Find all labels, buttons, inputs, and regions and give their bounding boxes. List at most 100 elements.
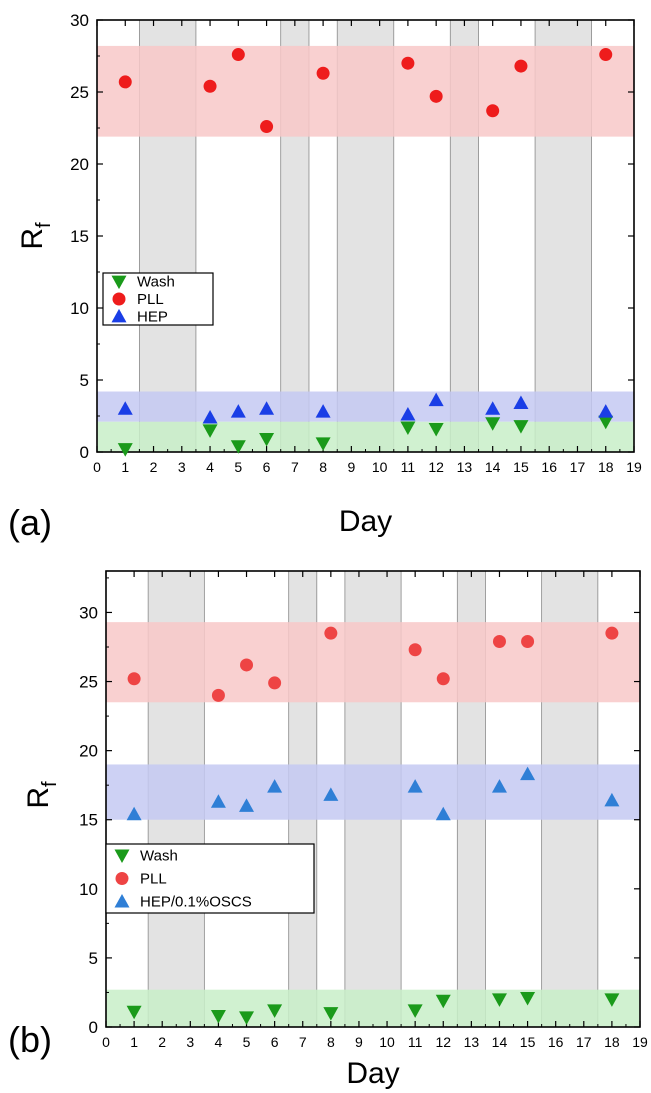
x-tick-label: 5 <box>234 459 242 475</box>
x-tick-label: 7 <box>291 459 299 475</box>
legend-marker <box>115 872 129 885</box>
data-point <box>604 993 620 1007</box>
x-axis-title: Day <box>346 1057 399 1090</box>
x-axis-title: Day <box>339 505 392 538</box>
data-point <box>513 420 529 434</box>
data-point <box>408 643 422 657</box>
x-tick-label: 4 <box>206 459 214 475</box>
data-point <box>117 443 133 457</box>
data-point <box>202 409 218 424</box>
data-point <box>323 1007 339 1021</box>
data-point <box>429 89 443 103</box>
data-point <box>127 672 141 686</box>
y-axis-title-main: R <box>22 787 55 809</box>
x-tick-label: 1 <box>121 459 129 475</box>
x-tick-label: 10 <box>372 459 388 475</box>
data-point <box>268 676 282 690</box>
y-axis-title: Rf <box>16 222 55 250</box>
data-point <box>514 59 528 73</box>
y-tick-label: 10 <box>79 880 98 899</box>
panel-a: 0 1 2 3 4 5 6 7 8 9 10 11 12 13 14 15 16 17 18 190510152025… <box>8 11 642 543</box>
data-point <box>400 407 416 421</box>
data-point <box>259 401 275 415</box>
y-axis-title: Rf <box>22 781 61 809</box>
legend-box <box>105 843 315 914</box>
panel-label: (a) <box>8 502 52 543</box>
legend-label: PLL <box>137 291 164 308</box>
x-tick-label: 13 <box>457 459 473 475</box>
data-point <box>492 634 506 648</box>
data-point <box>520 766 536 781</box>
range-band-hep-0-1-oscs <box>106 764 640 820</box>
data-point <box>520 991 536 1006</box>
range-band-wash <box>106 989 640 1027</box>
y-tick-label: 30 <box>70 11 89 30</box>
data-point <box>491 993 507 1007</box>
x-tick-label: 9 <box>347 459 355 475</box>
data-point <box>491 779 507 793</box>
data-point <box>428 422 444 437</box>
data-point <box>210 1009 226 1024</box>
data-point <box>407 1004 423 1018</box>
x-tick-label: 15 <box>520 1034 536 1050</box>
x-tick-label: 18 <box>598 459 614 475</box>
series-pll <box>118 48 613 134</box>
data-point <box>117 401 133 415</box>
x-tick-label: 18 <box>604 1034 620 1050</box>
legend-marker <box>112 292 126 306</box>
x-tick-label: 12 <box>428 459 444 475</box>
data-point <box>605 626 619 640</box>
data-point <box>316 66 330 80</box>
data-point <box>230 404 246 418</box>
data-point <box>210 794 226 808</box>
x-tick-label: 5 <box>243 1034 251 1050</box>
data-point <box>267 1004 283 1018</box>
range-band-pll <box>97 45 634 137</box>
x-tick-label: 4 <box>215 1034 223 1050</box>
x-tick-label: 12 <box>435 1034 451 1050</box>
legend-marker <box>114 849 130 863</box>
legend-marker <box>111 275 127 290</box>
x-tick-label: 16 <box>548 1034 564 1050</box>
data-point <box>203 79 217 93</box>
data-point <box>126 1005 142 1020</box>
data-point <box>259 433 275 447</box>
legend-label: Wash <box>137 274 175 291</box>
x-tick-label: 14 <box>492 1034 508 1050</box>
y-tick-label: 25 <box>70 83 89 102</box>
x-tick-label: 14 <box>485 459 501 475</box>
data-point <box>230 440 246 454</box>
legend-label: Wash <box>140 848 178 865</box>
range-band-hep <box>97 391 634 422</box>
x-tick-label: 9 <box>355 1034 363 1050</box>
panel-label: (b) <box>8 1019 52 1060</box>
y-tick-label: 10 <box>70 299 89 318</box>
y-axis-title-subscript: f <box>33 222 55 228</box>
x-tick-label: 10 <box>379 1034 395 1050</box>
x-tick-label: 7 <box>299 1034 307 1050</box>
data-point <box>323 787 339 801</box>
data-point <box>240 658 254 672</box>
data-point <box>485 417 501 431</box>
x-tick-label: 13 <box>464 1034 480 1050</box>
data-point <box>428 392 444 407</box>
x-tick-label: 0 <box>102 1034 110 1050</box>
x-tick-label: 1 <box>130 1034 138 1050</box>
y-tick-label: 5 <box>89 949 98 968</box>
data-point <box>260 120 274 134</box>
x-tick-label: 19 <box>626 459 642 475</box>
data-point <box>400 421 416 436</box>
series-hep <box>117 392 614 424</box>
data-point <box>267 779 283 793</box>
x-tick-label: 16 <box>541 459 557 475</box>
x-tick-label: 3 <box>178 459 186 475</box>
y-axis-title-main: R <box>16 228 49 250</box>
data-point <box>407 779 423 793</box>
data-point <box>435 994 451 1009</box>
data-point <box>521 634 535 648</box>
y-axis-title-subscript: f <box>39 781 61 787</box>
x-tick-label: 11 <box>401 459 416 475</box>
data-point <box>598 404 614 418</box>
data-point <box>239 1011 255 1025</box>
